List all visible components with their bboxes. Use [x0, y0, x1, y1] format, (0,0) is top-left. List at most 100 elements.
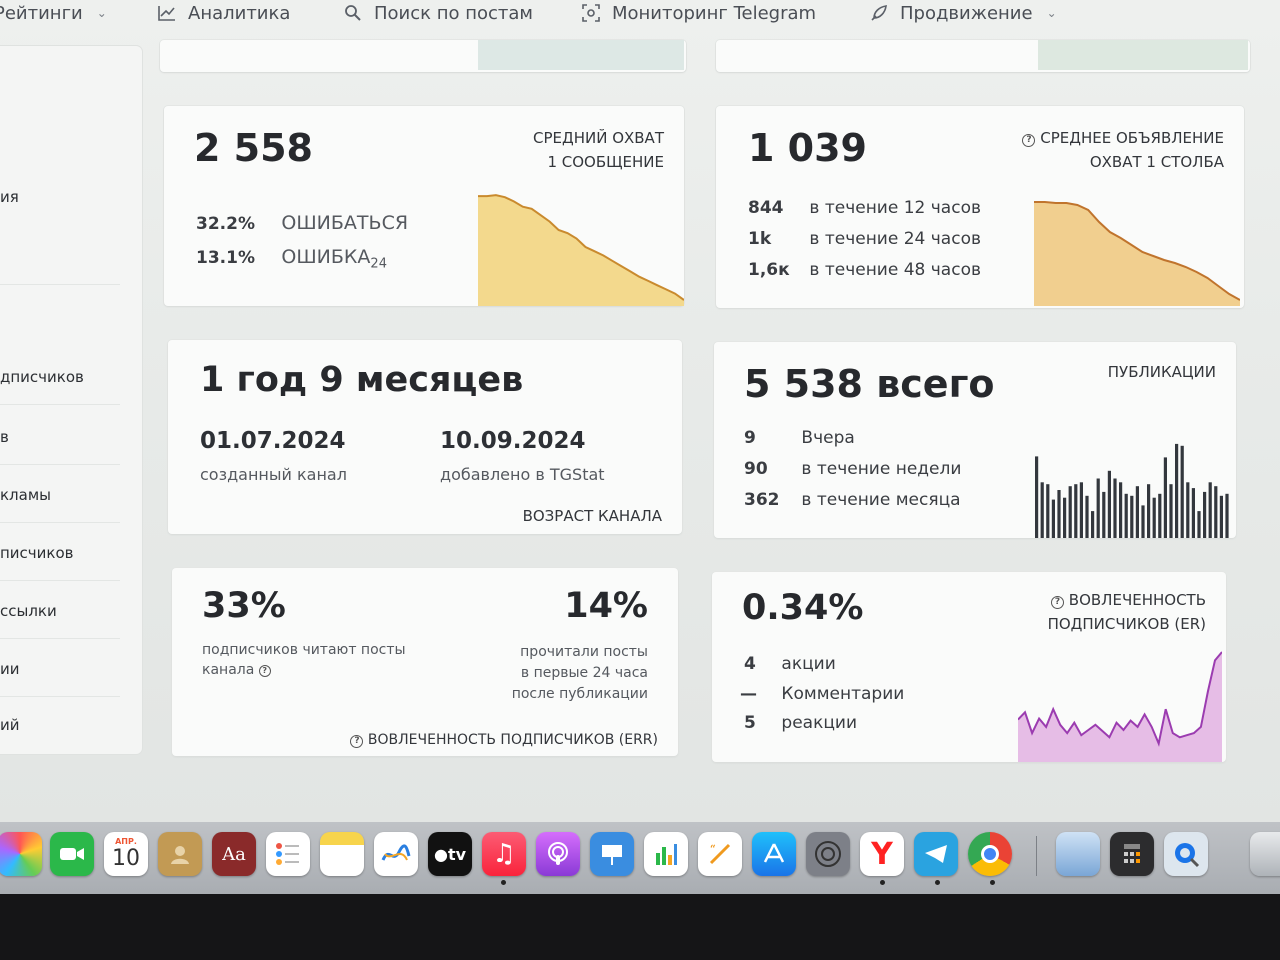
help-icon[interactable]: ?	[258, 665, 271, 677]
numbers-icon[interactable]	[644, 832, 688, 876]
nav-monitoring[interactable]: Мониторинг Telegram	[580, 0, 816, 26]
photos-icon[interactable]	[0, 832, 42, 876]
nav-promotion-label: Продвижение	[900, 2, 1033, 24]
posts-bar	[1180, 445, 1184, 538]
sidebar-item[interactable]: кламы	[0, 486, 51, 504]
posts-bar	[1091, 511, 1095, 538]
calendar-day: 10	[112, 846, 140, 871]
calculator-icon[interactable]	[1110, 832, 1154, 876]
posts-row-value: 90	[744, 459, 768, 479]
ad-row-label: в течение 12 часов	[809, 198, 981, 218]
age-caption: ВОЗРАСТ КАНАЛА	[522, 507, 662, 525]
facetime-icon[interactable]	[50, 832, 94, 876]
sidebar-item[interactable]: ии	[0, 660, 20, 678]
dictionary-icon[interactable]: Aa	[212, 832, 256, 876]
posts-row-value: 362	[744, 490, 780, 510]
nav-analytics-label: Аналитика	[188, 2, 291, 24]
posts-bar	[1051, 499, 1055, 538]
chrome-icon[interactable]	[968, 832, 1012, 876]
sidebar-item[interactable]: писчиков	[0, 544, 74, 562]
running-indicator	[880, 880, 885, 885]
app-store-icon[interactable]	[752, 832, 796, 876]
posts-bar	[1186, 482, 1190, 538]
nav-search-posts[interactable]: Поиск по постам	[342, 0, 533, 26]
search-icon	[342, 2, 364, 24]
freeform-icon[interactable]	[374, 832, 418, 876]
sidebar-item[interactable]: ий	[0, 716, 20, 734]
pages-icon[interactable]: “	[698, 832, 742, 876]
posts-row-label: Вчера	[801, 428, 855, 448]
reach-stat-err24-sub: 24	[370, 256, 387, 272]
card-average-reach: 2 558 СРЕДНИЙ ОХВАТ 1 СООБЩЕНИЕ 32.2% ОШ…	[164, 106, 684, 306]
er-sparkline-line	[1018, 651, 1222, 747]
quicktime-icon[interactable]	[1164, 832, 1208, 876]
posts-bar	[1063, 497, 1067, 538]
posts-bar	[1046, 484, 1050, 538]
ad-title-line2: ОХВАТ 1 СТОЛБА	[1089, 153, 1224, 171]
er-row-label: реакции	[781, 713, 858, 733]
nav-ratings[interactable]: Рейтинги ⌄	[0, 0, 107, 26]
preview-icon[interactable]	[1056, 832, 1100, 876]
macos-dock: АПР. 10 Aa ●tv ♫ “ Y	[0, 822, 1280, 894]
rocket-icon	[868, 2, 890, 24]
reach-stat-err-label: ОШИБАТЬСЯ	[281, 212, 409, 234]
divider	[0, 580, 120, 581]
telegram-icon[interactable]	[914, 832, 958, 876]
posts-bar	[1158, 493, 1162, 538]
posts-bar	[1119, 482, 1123, 538]
er-row-label: Комментарии	[781, 684, 905, 704]
podcasts-icon[interactable]	[536, 832, 580, 876]
divider	[0, 638, 120, 639]
err-left-value: 33%	[202, 586, 286, 626]
posts-bar	[1169, 484, 1173, 538]
ad-sparkline	[1034, 201, 1240, 306]
ad-row-value: 844	[748, 198, 784, 218]
card-partial-chart	[1038, 40, 1248, 70]
card-err: 33% подписчиков читают посты канала ? 14…	[172, 568, 678, 756]
help-icon[interactable]: ?	[1051, 596, 1065, 609]
created-label: созданный канал	[200, 465, 347, 484]
apple-tv-icon[interactable]: ●tv	[428, 832, 472, 876]
nav-search-posts-label: Поиск по постам	[374, 2, 534, 24]
yandex-browser-icon[interactable]: Y	[860, 832, 904, 876]
laptop-bezel	[0, 894, 1280, 960]
posts-bar	[1085, 495, 1089, 538]
reminders-icon[interactable]	[266, 832, 310, 876]
running-indicator	[501, 880, 506, 885]
nav-promotion[interactable]: Продвижение ⌄	[868, 0, 1057, 26]
posts-title: ПУБЛИКАЦИИ	[1107, 363, 1216, 381]
contacts-icon[interactable]	[158, 832, 202, 876]
dictionary-label: Aa	[222, 843, 246, 865]
reach-title-line2: 1 СООБЩЕНИЕ	[547, 153, 664, 171]
posts-bar	[1040, 482, 1044, 538]
help-icon[interactable]: ?	[1022, 134, 1036, 147]
keynote-icon[interactable]	[590, 832, 634, 876]
ad-row-value: 1,6к	[748, 260, 790, 280]
er-row-value: —	[740, 684, 757, 704]
ad-row-label: в течение 48 часов	[809, 260, 981, 280]
running-indicator	[935, 880, 940, 885]
system-settings-icon[interactable]	[806, 832, 850, 876]
ad-sparkline-line	[1034, 201, 1240, 301]
posts-bar	[1035, 456, 1039, 538]
sidebar-item[interactable]: дписчиков	[0, 368, 84, 386]
trash-icon[interactable]	[1250, 832, 1280, 876]
posts-bar	[1130, 495, 1134, 538]
divider	[0, 404, 120, 405]
nav-monitoring-label: Мониторинг Telegram	[612, 2, 817, 24]
notes-icon[interactable]	[320, 832, 364, 876]
divider	[0, 284, 120, 285]
sidebar-item[interactable]: ия	[0, 188, 19, 206]
posts-bar	[1197, 511, 1201, 538]
music-icon[interactable]: ♫	[482, 832, 526, 876]
posts-bar	[1208, 482, 1212, 538]
top-navigation: Рейтинги ⌄ Аналитика Поиск по постам Мон…	[0, 0, 1280, 36]
calendar-icon[interactable]: АПР. 10	[104, 832, 148, 876]
sidebar-item[interactable]: в	[0, 428, 9, 446]
help-icon[interactable]: ?	[350, 735, 364, 748]
er-row-label: акции	[781, 654, 836, 674]
sidebar-item[interactable]: ссылки	[0, 602, 57, 620]
card-channel-age: 1 год 9 месяцев 01.07.2024 созданный кан…	[168, 340, 682, 534]
posts-bar	[1203, 491, 1207, 538]
nav-analytics[interactable]: Аналитика	[156, 0, 290, 26]
